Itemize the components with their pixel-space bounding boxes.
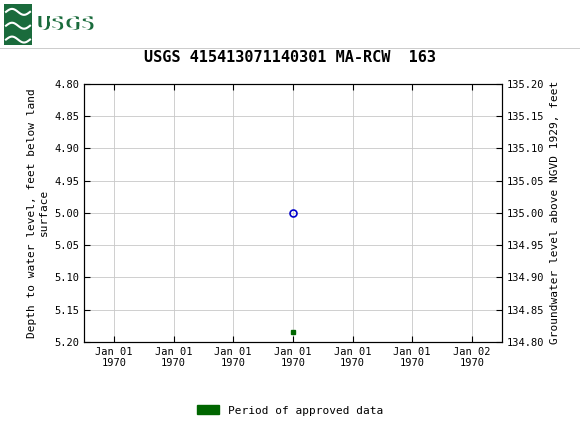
Text: USGS: USGS xyxy=(32,15,92,34)
Text: USGS 415413071140301 MA-RCW  163: USGS 415413071140301 MA-RCW 163 xyxy=(144,49,436,64)
FancyBboxPatch shape xyxy=(4,4,76,46)
Text: USGS: USGS xyxy=(35,15,95,34)
FancyBboxPatch shape xyxy=(4,4,32,46)
Y-axis label: Groundwater level above NGVD 1929, feet: Groundwater level above NGVD 1929, feet xyxy=(550,81,560,344)
Y-axis label: Depth to water level, feet below land
surface: Depth to water level, feet below land su… xyxy=(27,88,49,338)
Legend: Period of approved data: Period of approved data xyxy=(193,401,387,420)
